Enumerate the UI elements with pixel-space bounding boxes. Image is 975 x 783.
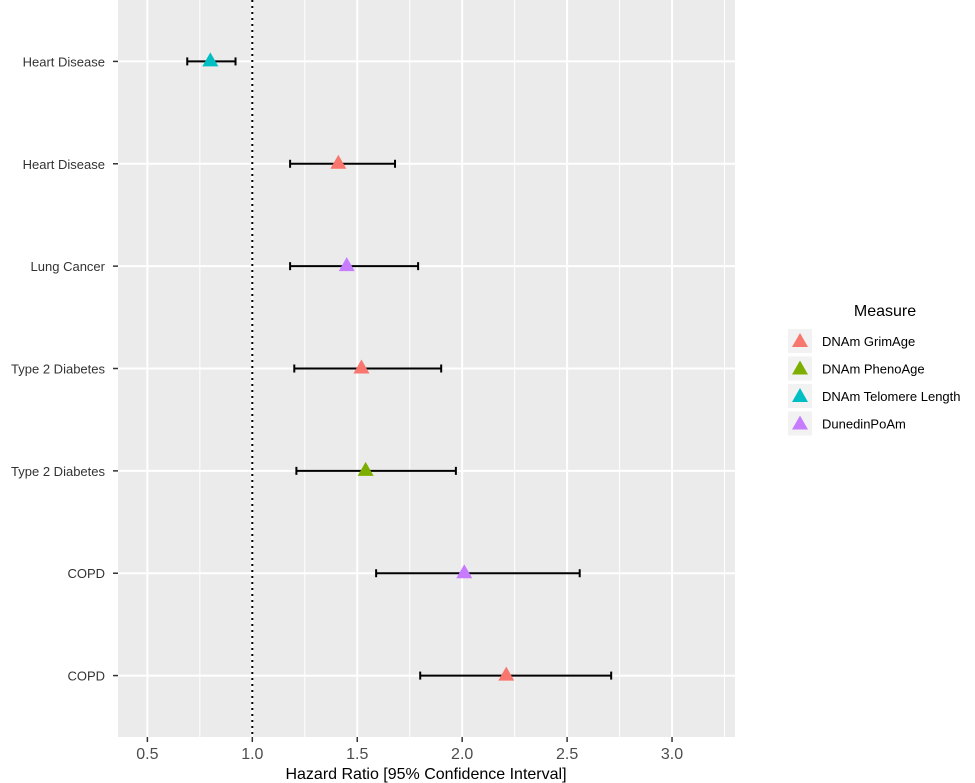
- y-tick-label: Type 2 Diabetes: [11, 464, 105, 479]
- hazard-ratio-point: [330, 154, 347, 169]
- data-row: [289, 257, 420, 272]
- data-row: [375, 564, 581, 579]
- x-axis-title: Hazard Ratio [95% Confidence Interval]: [285, 766, 566, 783]
- y-tick-label: COPD: [67, 669, 105, 684]
- plot-panel: [118, 0, 735, 737]
- y-tick-label: Type 2 Diabetes: [11, 362, 105, 377]
- hazard-ratio-point: [338, 257, 355, 272]
- data-row: [295, 461, 457, 476]
- data-row: [419, 666, 613, 681]
- x-tick-label: 2.5: [556, 746, 578, 763]
- hazard-ratio-point: [353, 359, 370, 374]
- legend-triangle-icon: [792, 360, 808, 375]
- data-row: [186, 52, 237, 67]
- legend-label: DNAm GrimAge: [822, 334, 915, 349]
- y-tick-label: Lung Cancer: [31, 259, 106, 274]
- legend-label: DunedinPoAm: [822, 417, 906, 432]
- y-tick-label: COPD: [67, 566, 105, 581]
- x-tick-label: 3.0: [661, 746, 683, 763]
- legend: Measure DNAm GrimAge DNAm PhenoAge DNAm Te…: [788, 303, 961, 436]
- legend-triangle-icon: [792, 415, 808, 430]
- hazard-ratio-point: [498, 666, 515, 681]
- data-row: [289, 154, 397, 169]
- x-tick-label: 2.0: [451, 746, 473, 763]
- data-row: [293, 359, 443, 374]
- hazard-ratio-point: [456, 564, 473, 579]
- legend-label: DNAm Telomere Length: [822, 389, 961, 404]
- x-tick-label: 0.5: [136, 746, 158, 763]
- y-tick-label: Heart Disease: [23, 157, 105, 172]
- legend-label: DNAm PhenoAge: [822, 362, 925, 377]
- legend-triangle-icon: [792, 388, 808, 402]
- x-tick-label: 1.5: [346, 746, 368, 763]
- legend-triangle-icon: [792, 333, 808, 347]
- hazard-ratio-point: [202, 52, 219, 67]
- y-tick-label: Heart Disease: [23, 54, 105, 69]
- hazard-ratio-point: [357, 461, 374, 476]
- x-tick-label: 1.0: [241, 746, 263, 763]
- legend-title: Measure: [854, 303, 916, 320]
